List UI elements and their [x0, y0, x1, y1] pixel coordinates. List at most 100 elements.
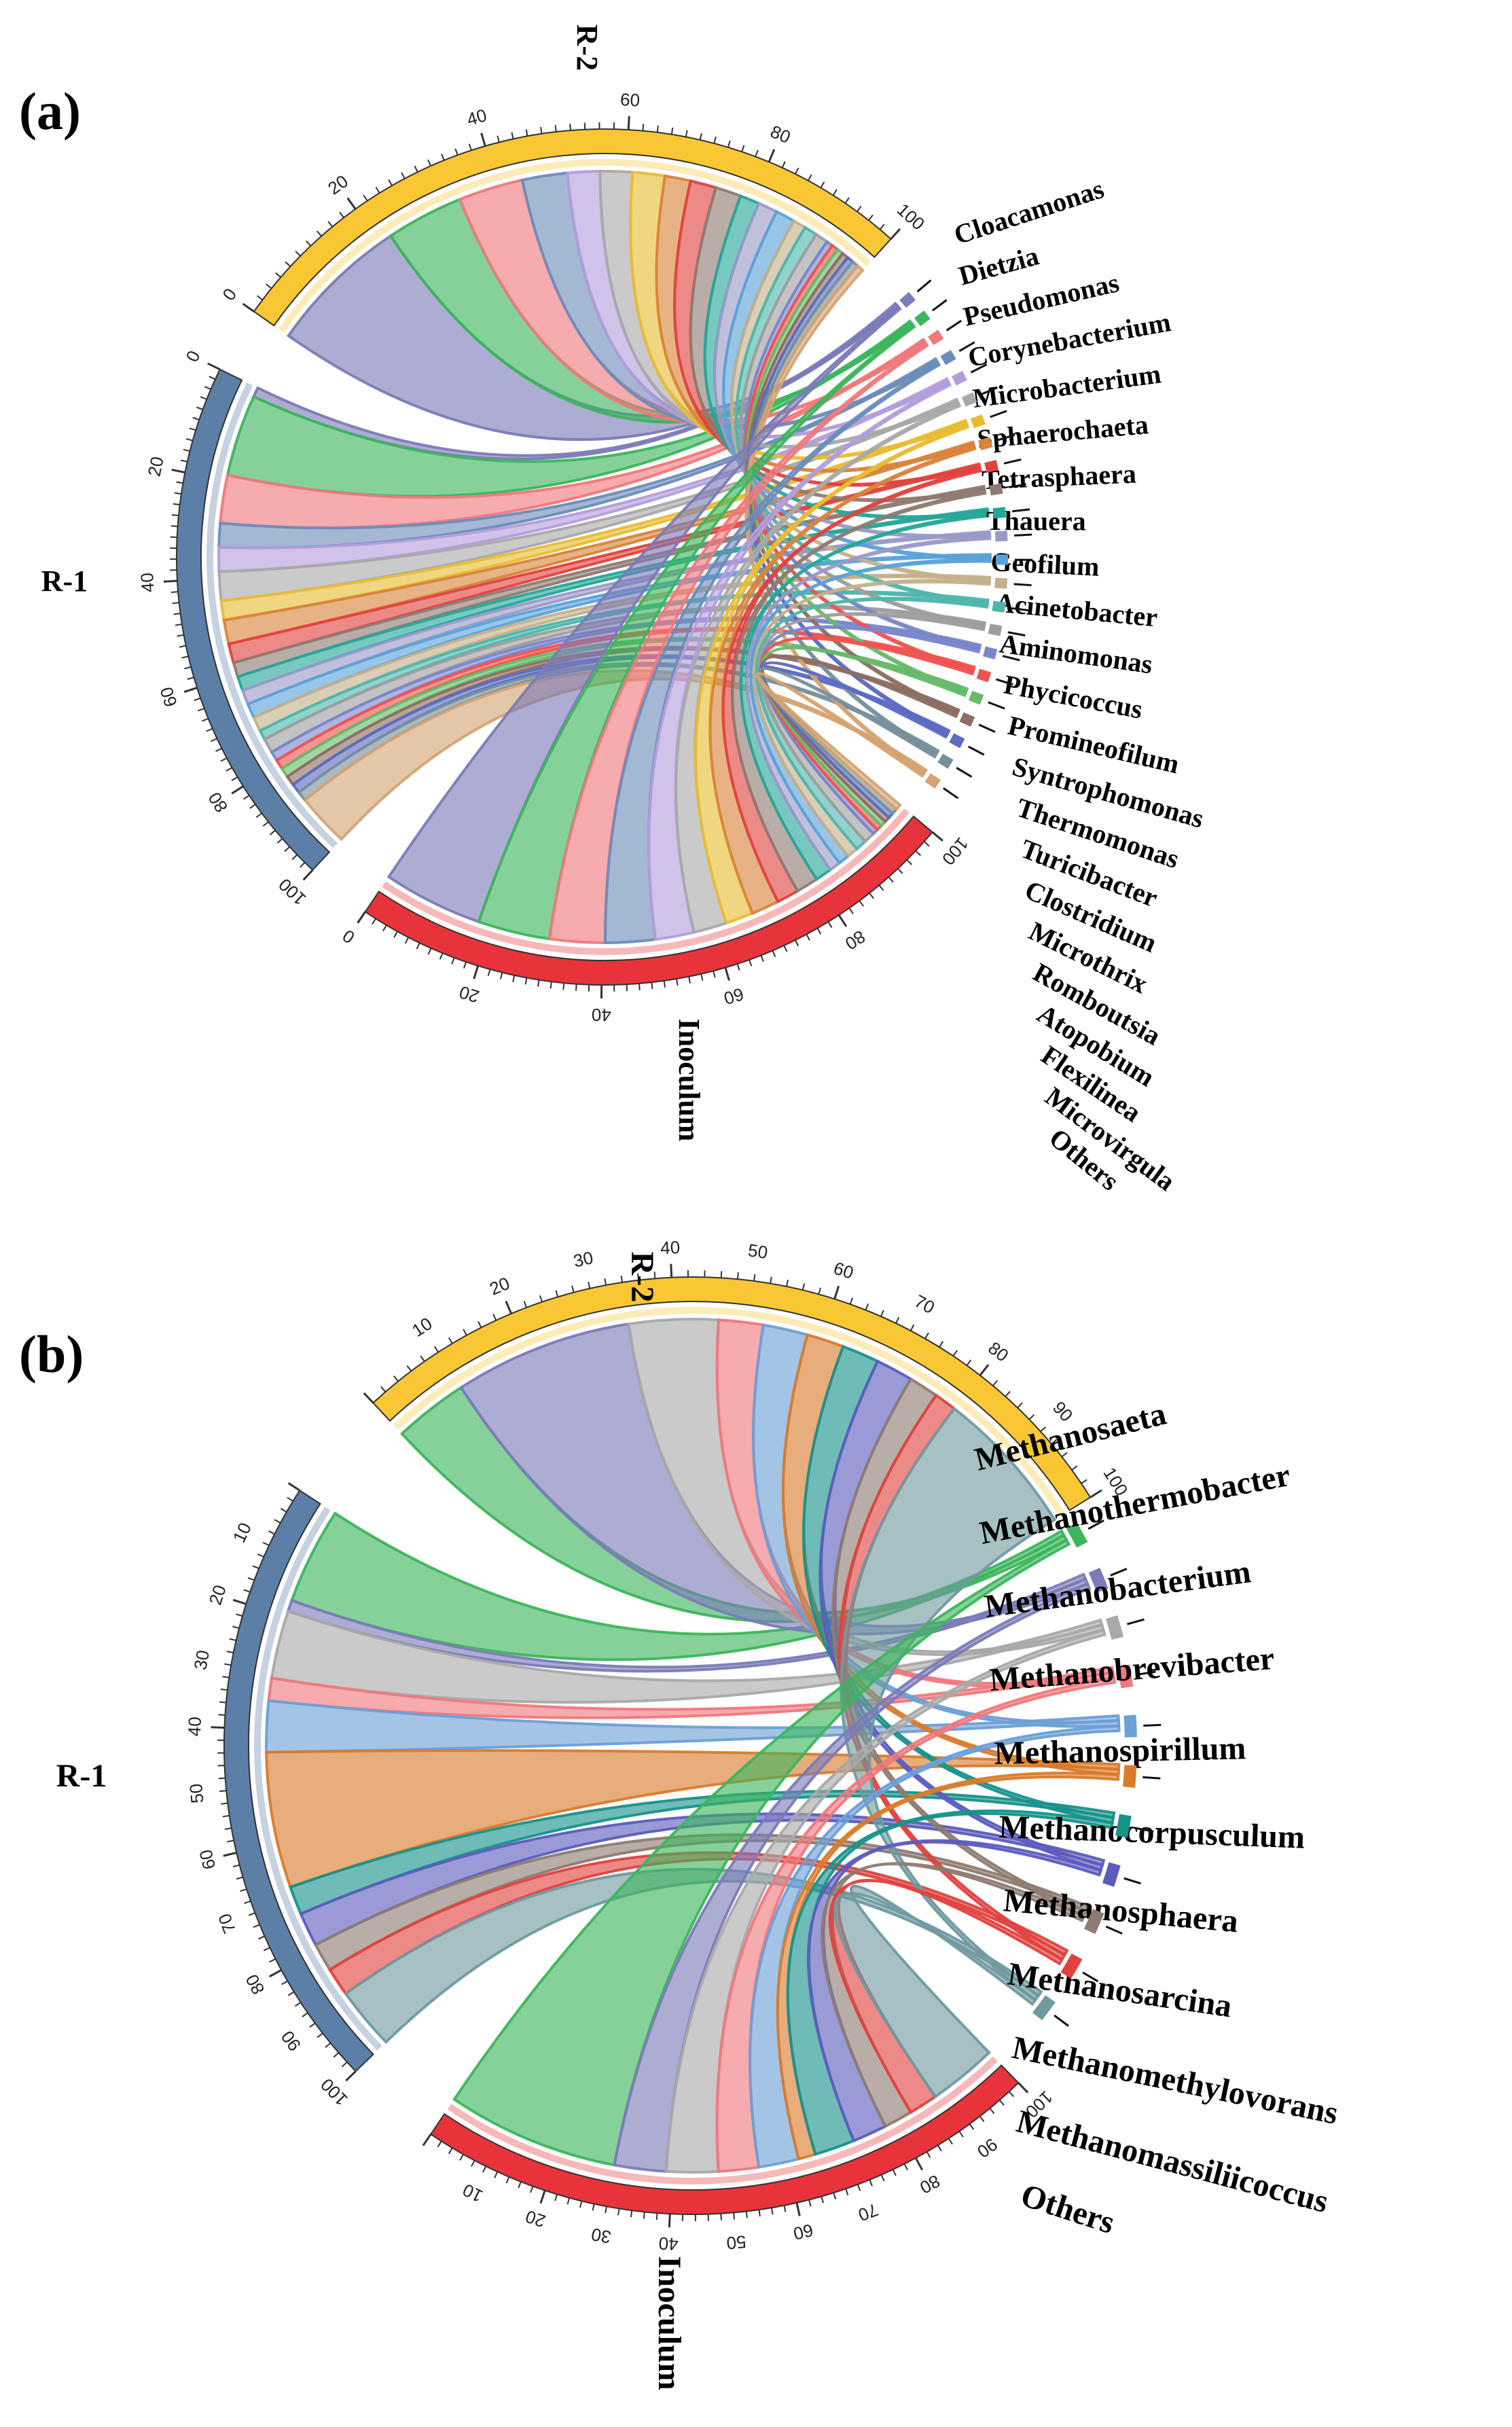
axis-tick: [605, 2206, 608, 2214]
axis-tick: [998, 2100, 1005, 2106]
ribbon-inoculum-methanobrevibacter: [715, 1676, 1117, 2173]
taxon-leader: [958, 341, 975, 353]
axis-tick: [401, 172, 406, 179]
axis-tick: [699, 132, 702, 141]
chord-panel-a: (a) 0 20 40 60 80 100 R-1 0 20 40 60 80 100 R-2 0 20 40 60…: [19, 24, 1207, 1197]
axis-tick: [393, 931, 398, 938]
axis-tick: [171, 469, 185, 473]
tick-label: 100: [938, 833, 973, 869]
axis-tick: [915, 850, 922, 857]
axis-tick: [638, 983, 641, 990]
axis-tick: [880, 1310, 884, 1317]
ribbon-r-1-sphaerochaeta: [217, 397, 960, 603]
axis-tick: [992, 1380, 998, 1386]
tick-label: 30: [590, 2224, 613, 2248]
axis-tick: [903, 2163, 908, 2171]
axis-tick: [736, 963, 740, 971]
axis-tick: [269, 829, 276, 835]
axis-tick: [253, 1924, 260, 1928]
axis-tick: [363, 194, 368, 202]
axis-tick: [173, 503, 180, 505]
tick-label: 90: [973, 2134, 1001, 2162]
sample-label-r-1: R-1: [56, 1758, 107, 1794]
axis-tick: [422, 2134, 432, 2146]
axis-tick: [571, 1285, 575, 1293]
axis-tick: [888, 876, 894, 883]
axis-tick: [783, 2205, 787, 2212]
axis-tick: [325, 2043, 331, 2048]
axis-tick: [441, 154, 445, 161]
taxon-leader: [1054, 2014, 1069, 2027]
ribbon-r-1-thauera: [222, 440, 975, 646]
tick-label: 80: [984, 1337, 1012, 1365]
axis-tick: [232, 1864, 240, 1868]
ribbon-inoculum-others: [755, 672, 926, 812]
ribbon-r-1-romboutsia: [280, 636, 969, 779]
axis-tick: [242, 302, 255, 312]
axis-tick: [530, 2186, 534, 2193]
axis-tick: [371, 918, 377, 925]
axis-tick: [786, 1279, 789, 1287]
axis-tick: [339, 211, 344, 219]
tick-label: 0: [218, 285, 240, 304]
axis-tick: [309, 2022, 316, 2028]
ribbon-r-1-methanothermobacter: [286, 1572, 1087, 1673]
tick-label: 0: [181, 347, 204, 365]
axis-tick: [420, 1355, 425, 1362]
taxon-leader: [956, 767, 973, 778]
axis-tick: [1061, 1452, 1068, 1458]
ribbon-r-1-methanomethylovorans: [313, 1833, 1090, 1972]
axis-tick: [487, 969, 491, 976]
axis-tick: [224, 1663, 232, 1666]
axis-tick: [1090, 1489, 1102, 1498]
axis-tick: [492, 1314, 497, 1321]
axis-tick: [923, 841, 930, 847]
axis-tick: [201, 717, 209, 722]
axis-tick: [818, 1287, 821, 1295]
tick-label: 50: [747, 1240, 770, 1263]
ribbon-r-1-cloacamonas: [251, 301, 899, 461]
axis-tick: [566, 2197, 571, 2205]
taxon-leader: [1142, 1776, 1161, 1780]
axis-tick: [439, 952, 444, 960]
axis-tick: [505, 1300, 512, 1314]
axis-tick: [926, 2151, 931, 2158]
axis-tick: [675, 978, 679, 986]
axis-tick: [266, 283, 272, 289]
ribbon-inoculum-tetrasphaera: [694, 423, 970, 925]
axis-tick: [244, 1900, 251, 1904]
tick-label: 40: [465, 105, 489, 130]
taxon-leader: [1127, 1618, 1145, 1625]
axis-tick: [284, 846, 291, 852]
tick-label: 20: [144, 455, 168, 478]
axis-tick: [468, 143, 472, 151]
axis-tick: [480, 132, 486, 147]
taxon-arc: [1066, 1522, 1088, 1548]
sample-inner-arc-r-2: [278, 158, 871, 333]
taxon-arc: [994, 531, 1008, 542]
axis-tick: [247, 1577, 255, 1581]
axis-tick: [200, 396, 207, 400]
ribbon-inoculum-methanobacterium: [664, 1628, 1106, 2174]
axis-tick: [948, 2138, 953, 2145]
axis-tick: [327, 221, 334, 228]
axis-tick: [171, 514, 179, 516]
ribbon-r-1-pseudomonas: [219, 338, 926, 529]
tick-label: 40: [658, 2233, 679, 2254]
sample-arc-inoculum: [429, 2064, 1020, 2215]
axis-tick: [845, 2188, 849, 2196]
axis-tick: [207, 362, 221, 371]
axis-tick: [588, 1281, 591, 1289]
taxon-leader: [1002, 655, 1020, 662]
axis-tick: [539, 2190, 546, 2204]
tick-label: 0: [339, 925, 359, 948]
axis-tick: [1040, 1426, 1047, 1433]
taxon-leader: [943, 787, 959, 799]
axis-tick: [274, 1519, 281, 1524]
sample-label-inoculum: Inoculum: [651, 2256, 687, 2390]
axis-tick: [630, 2210, 633, 2218]
tick-label: 60: [831, 1258, 857, 1283]
axis-tick: [302, 2012, 308, 2017]
axis-tick: [177, 634, 184, 637]
